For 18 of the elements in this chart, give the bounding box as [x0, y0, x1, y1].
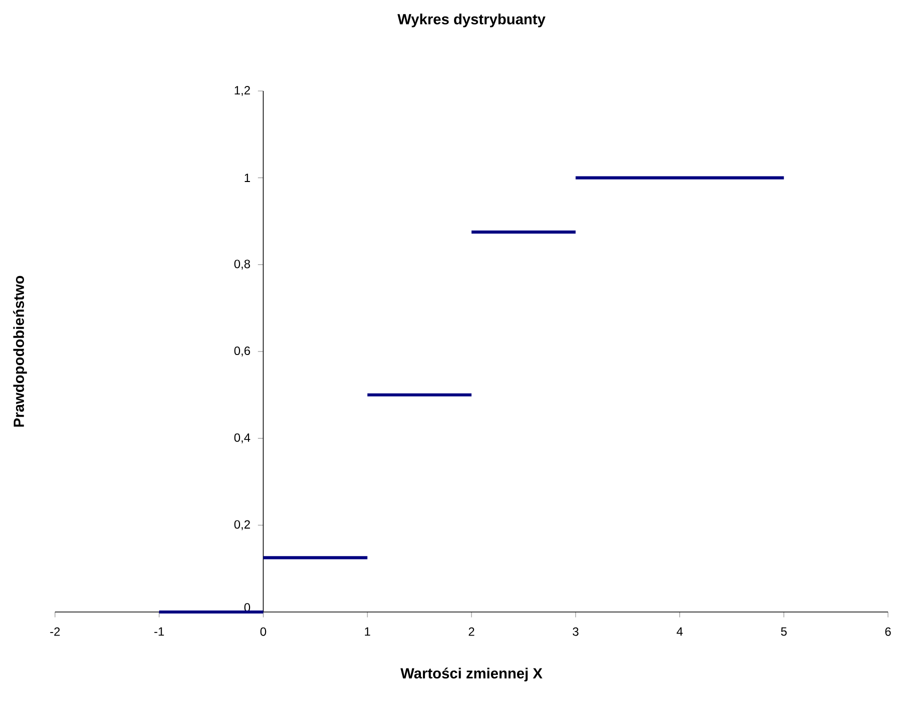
- x-tick-label: 5: [781, 627, 787, 636]
- x-tick-label: 2: [468, 627, 474, 636]
- y-tick-label: 1,2: [234, 86, 250, 96]
- chart-title: Wykres dystrybuanty: [397, 14, 546, 28]
- x-tick-label: 0: [260, 627, 266, 636]
- x-tick-label: 3: [572, 627, 578, 636]
- y-tick-label: 0,2: [234, 520, 250, 530]
- x-tick-label: 4: [676, 627, 683, 636]
- y-tick-label: 0,6: [234, 346, 250, 356]
- x-tick-label: -1: [154, 627, 164, 636]
- x-axis-title: Wartości zmiennej X: [400, 668, 542, 682]
- x-tick-label: 6: [885, 627, 891, 636]
- x-tick-label: 1: [364, 627, 370, 636]
- y-tick-label: 0,4: [234, 433, 250, 444]
- x-tick-label: -2: [50, 627, 60, 636]
- y-axis-title: Prawdopodobieństwo: [13, 276, 27, 427]
- y-tick-label: 0,8: [234, 260, 250, 270]
- y-tick-label: 1: [244, 174, 250, 182]
